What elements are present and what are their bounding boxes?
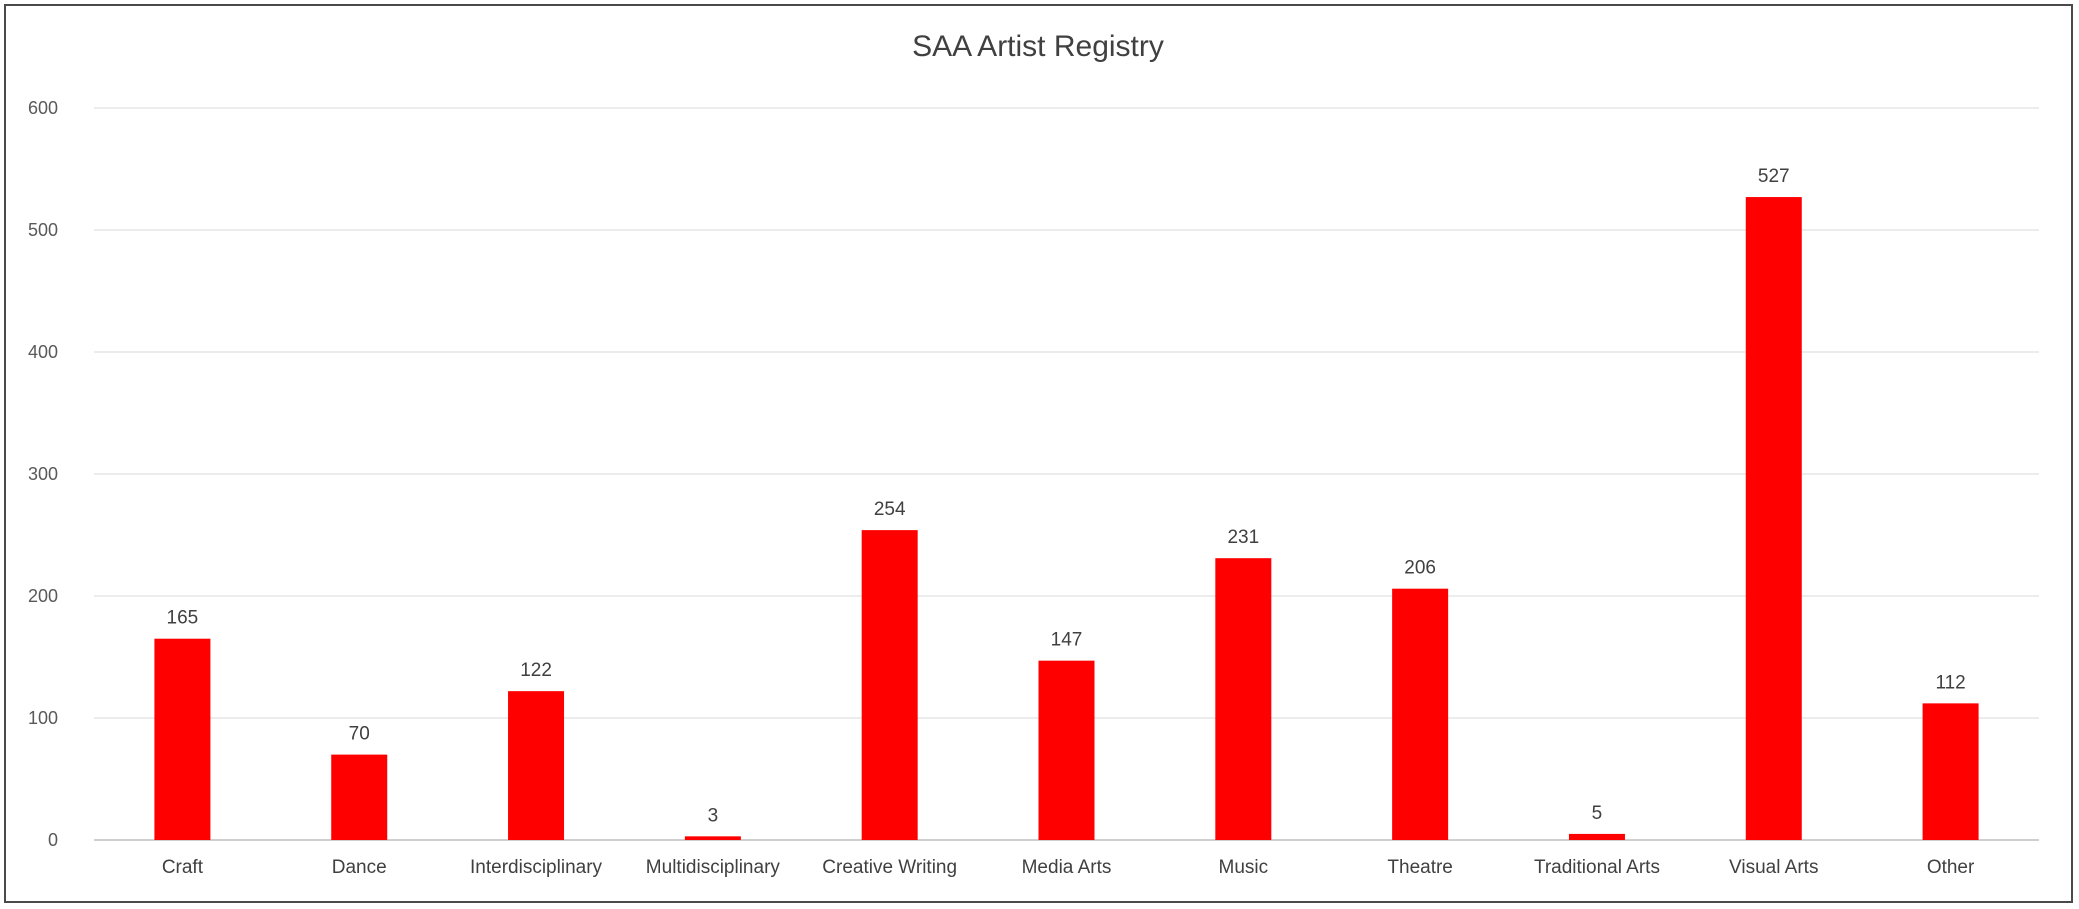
chart-title: SAA Artist Registry bbox=[912, 30, 1164, 63]
bar bbox=[684, 836, 741, 840]
data-label: 206 bbox=[1404, 558, 1436, 579]
y-tick-label: 500 bbox=[28, 220, 58, 240]
x-category-label: Interdisciplinary bbox=[470, 857, 602, 878]
x-category-label: Dance bbox=[332, 857, 387, 878]
x-category-label: Traditional Arts bbox=[1534, 857, 1660, 878]
bar bbox=[1568, 833, 1625, 840]
y-tick-label: 300 bbox=[28, 464, 58, 484]
x-category-label: Craft bbox=[162, 857, 204, 878]
y-tick-label: 200 bbox=[28, 586, 58, 606]
x-category-label: Other bbox=[1927, 857, 1975, 878]
bar bbox=[1038, 660, 1095, 840]
bar-chart: SAA Artist Registry 0100200300400500600 … bbox=[28, 30, 2039, 878]
data-label: 70 bbox=[349, 724, 370, 745]
x-category-label: Media Arts bbox=[1022, 857, 1112, 878]
bar bbox=[1215, 558, 1272, 840]
bar bbox=[1745, 197, 1802, 840]
chart-frame: SAA Artist Registry 0 100 200 300 400 500 600 … bbox=[4, 4, 2073, 903]
y-tick-label: 0 bbox=[48, 830, 58, 850]
bar bbox=[154, 638, 211, 840]
x-category-label: Creative Writing bbox=[822, 857, 957, 878]
data-label: 3 bbox=[708, 805, 719, 826]
x-axis-categories: Craft Dance Interdisciplinary Multidiscipli… bbox=[162, 857, 1975, 878]
y-tick-label: 600 bbox=[28, 98, 58, 118]
data-label: 165 bbox=[167, 608, 199, 629]
bar bbox=[861, 530, 918, 840]
bar bbox=[331, 754, 388, 840]
y-axis-ticks: 0 100 200 300 400 500 600 bbox=[28, 98, 58, 850]
y-tick-label: 100 bbox=[28, 708, 58, 728]
data-label: 5 bbox=[1592, 803, 1603, 824]
bars bbox=[154, 197, 1979, 840]
data-labels: 165 70 122 3 254 147 231 206 5 527 112 bbox=[167, 166, 1966, 826]
x-category-label: Theatre bbox=[1387, 857, 1452, 878]
gridlines bbox=[94, 107, 2039, 841]
bar bbox=[1392, 588, 1449, 840]
y-tick-label: 400 bbox=[28, 342, 58, 362]
x-category-label: Multidisciplinary bbox=[646, 857, 781, 878]
data-label: 112 bbox=[1935, 672, 1965, 693]
data-label: 254 bbox=[874, 499, 906, 520]
data-label: 231 bbox=[1227, 527, 1259, 548]
bar bbox=[508, 691, 565, 840]
data-label: 147 bbox=[1051, 630, 1083, 651]
data-label: 122 bbox=[520, 660, 552, 681]
data-label: 527 bbox=[1758, 166, 1790, 187]
x-category-label: Visual Arts bbox=[1729, 857, 1818, 878]
bar bbox=[1922, 703, 1979, 840]
x-category-label: Music bbox=[1219, 857, 1269, 878]
